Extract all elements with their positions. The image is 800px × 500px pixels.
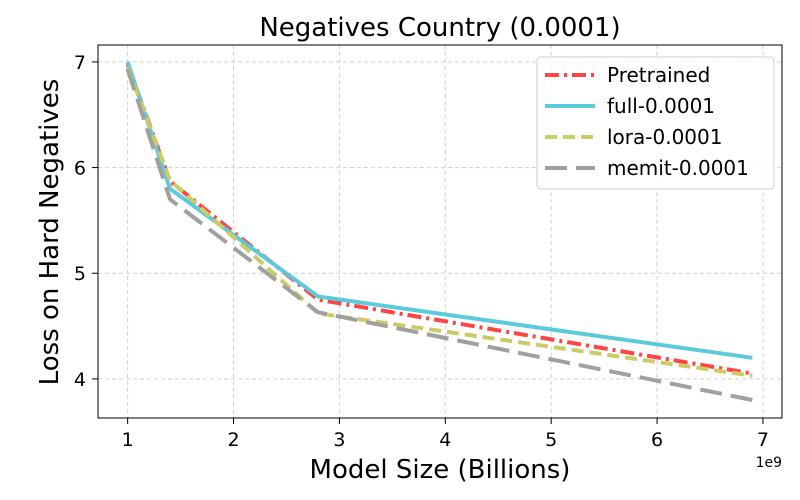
y-tick-label: 4 bbox=[74, 369, 86, 391]
x-tick-label: 7 bbox=[757, 429, 769, 451]
x-tick-label: 4 bbox=[439, 429, 451, 451]
y-axis-ticks: 4 5 6 7 bbox=[74, 52, 98, 391]
x-axis-label: Model Size (Billions) bbox=[310, 455, 571, 485]
y-tick-label: 7 bbox=[74, 52, 86, 74]
x-axis-offset-label: 1e9 bbox=[756, 455, 782, 471]
legend-label-lora-0-0001: lora-0.0001 bbox=[607, 125, 722, 149]
x-tick-label: 3 bbox=[333, 429, 345, 451]
x-tick-label: 2 bbox=[227, 429, 239, 451]
legend-label-full-0-0001: full-0.0001 bbox=[607, 94, 715, 118]
x-tick-label: 6 bbox=[651, 429, 663, 451]
plot-frame bbox=[97, 44, 783, 419]
legend-label-memit-0-0001: memit-0.0001 bbox=[607, 156, 749, 180]
legend-box bbox=[536, 56, 775, 190]
y-tick-label: 5 bbox=[74, 263, 86, 285]
series-line-lora-0-0001 bbox=[125, 66, 753, 378]
series-lines bbox=[125, 61, 753, 402]
legend-label-pretrained: Pretrained bbox=[607, 63, 710, 87]
y-tick-label: 6 bbox=[74, 158, 86, 180]
chart-title: Negatives Country (0.0001) bbox=[259, 13, 620, 43]
x-tick-label: 1 bbox=[122, 429, 134, 451]
series-line-memit-0-0001 bbox=[125, 68, 753, 402]
x-axis-ticks: 1 2 3 4 5 6 7 bbox=[122, 418, 769, 451]
legend: Pretrained full-0.0001 lora-0.0001 memit-0.… bbox=[536, 56, 775, 190]
y-axis-label: Loss on Hard Negatives bbox=[35, 79, 65, 386]
x-tick-label: 5 bbox=[545, 429, 557, 451]
